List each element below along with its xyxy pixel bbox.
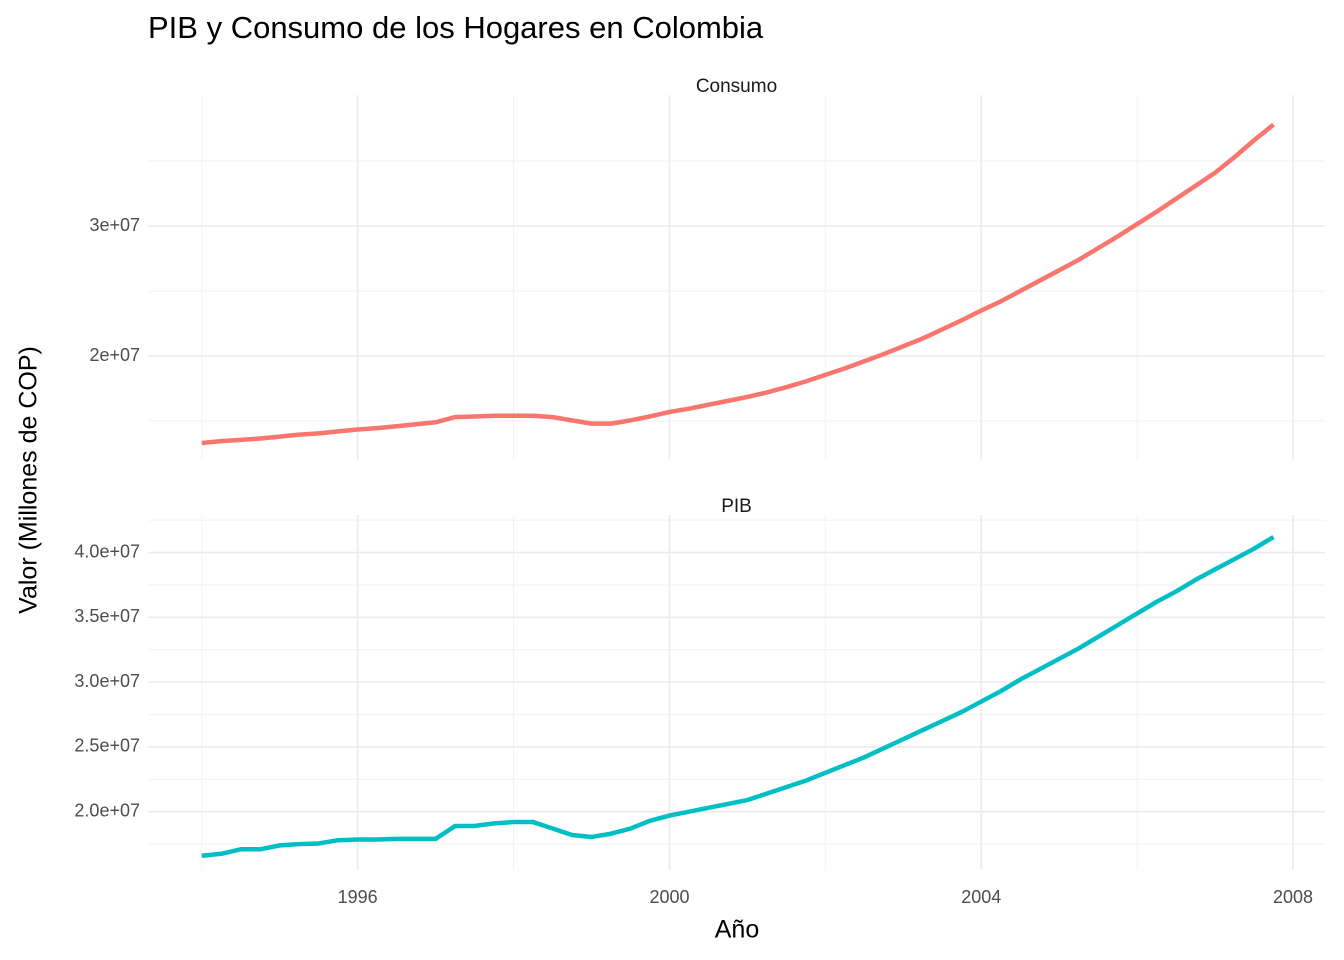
y-tick-label: 2e+07	[89, 345, 140, 365]
facet-title: PIB	[721, 496, 752, 517]
y-tick-label: 2.0e+07	[74, 800, 140, 820]
y-tick-label: 3.0e+07	[74, 671, 140, 691]
y-tick-label: 2.5e+07	[74, 736, 140, 756]
y-tick-label: 3.5e+07	[74, 606, 140, 626]
y-axis-label: Valor (Millones de COP)	[15, 346, 43, 614]
x-tick-label: 2008	[1273, 887, 1313, 907]
chart-title: PIB y Consumo de los Hogares en Colombia	[148, 10, 764, 45]
y-tick-label: 4.0e+07	[74, 541, 140, 561]
x-axis-label: Año	[715, 916, 759, 944]
facet-title: Consumo	[696, 76, 777, 97]
line-series	[201, 122, 1275, 446]
x-tick-label: 2000	[649, 887, 689, 907]
y-tick-label: 3e+07	[89, 215, 140, 235]
x-tick-label: 1996	[338, 887, 378, 907]
line-series	[201, 535, 1275, 858]
x-tick-label: 2004	[961, 887, 1001, 907]
